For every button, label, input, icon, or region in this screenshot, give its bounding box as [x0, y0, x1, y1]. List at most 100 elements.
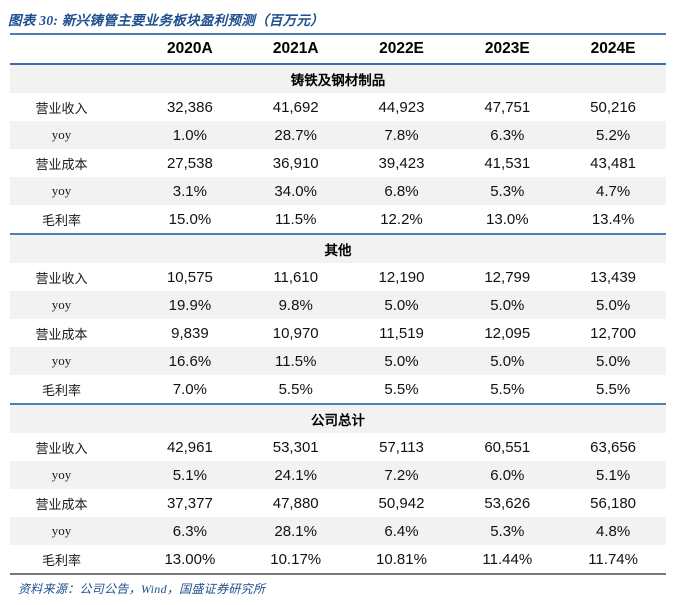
table-row: 营业成本 27,538 36,910 39,423 41,531 43,481 — [10, 149, 666, 177]
cell-value: 5.5% — [595, 380, 631, 398]
section-title: 公司总计 — [311, 413, 365, 428]
table-row: yoy 19.9% 9.8% 5.0% 5.0% 5.0% — [10, 291, 666, 319]
cell-value: 5.0% — [595, 352, 631, 370]
cell-value: 11,610 — [273, 268, 319, 286]
cell-value: 11.5% — [274, 352, 317, 370]
cell-value: 5.0% — [384, 296, 419, 314]
row-label: yoy — [51, 127, 72, 142]
cell-value: 1.0% — [172, 126, 207, 144]
cell-value: 13,439 — [590, 268, 637, 286]
year-column-header: 2020A — [167, 40, 213, 57]
cell-value: 3.1% — [172, 182, 207, 200]
table-row: 营业收入 42,961 53,301 57,113 60,551 63,656 — [10, 433, 666, 461]
year-column-header: 2021A — [272, 40, 319, 57]
table-row: 毛利率 15.0% 11.5% 12.2% 13.0% 13.4% — [10, 205, 666, 233]
cell-value: 11.5% — [274, 210, 317, 228]
cell-value: 5.0% — [490, 296, 525, 314]
cell-value: 6.3% — [172, 522, 207, 540]
cell-value: 5.0% — [384, 352, 419, 370]
section-header-row: 公司总计 — [10, 405, 666, 433]
cell-value: 7.0% — [172, 380, 207, 398]
cell-value: 12,190 — [378, 268, 425, 286]
cell-value: 5.5% — [384, 380, 419, 398]
cell-value: 37,377 — [166, 494, 213, 512]
cell-value: 53,301 — [272, 438, 319, 456]
cell-value: 13.00% — [164, 550, 216, 568]
section-header-row: 铸铁及钢材制品 — [10, 65, 666, 93]
cell-value: 15.0% — [168, 210, 212, 228]
cell-value: 6.8% — [384, 182, 419, 200]
cell-value: 19.9% — [168, 296, 212, 314]
cell-value: 5.0% — [595, 296, 631, 314]
cell-value: 60,551 — [484, 438, 531, 456]
cell-value: 11.74% — [588, 550, 638, 568]
table-row: yoy 5.1% 24.1% 7.2% 6.0% 5.1% — [10, 461, 666, 489]
cell-value: 50,942 — [378, 494, 425, 512]
table-row: yoy 6.3% 28.1% 6.4% 5.3% 4.8% — [10, 517, 666, 545]
table-row: yoy 3.1% 34.0% 6.8% 5.3% 4.7% — [10, 177, 666, 205]
section-title: 其他 — [324, 243, 352, 258]
cell-value: 43,481 — [590, 154, 637, 172]
table-row: yoy 1.0% 28.7% 7.8% 6.3% 5.2% — [10, 121, 666, 149]
cell-value: 32,386 — [166, 98, 213, 116]
section-header-row: 其他 — [10, 235, 666, 263]
table-row: 营业成本 37,377 47,880 50,942 53,626 56,180 — [10, 489, 666, 517]
row-label: yoy — [51, 353, 72, 368]
cell-value: 5.2% — [595, 126, 631, 144]
cell-value: 41,531 — [484, 154, 531, 172]
figure-title: 图表 30: 新兴铸管主要业务板块盈利预测（百万元） — [8, 13, 325, 28]
cell-value: 44,923 — [378, 98, 425, 116]
cell-value: 10,970 — [272, 324, 319, 342]
cell-value: 42,961 — [166, 438, 213, 456]
cell-value: 57,113 — [379, 438, 424, 456]
row-label: 营业成本 — [35, 326, 88, 342]
row-label: yoy — [51, 467, 72, 482]
cell-value: 5.5% — [490, 380, 525, 398]
section-divider-rule — [10, 233, 666, 235]
title-rule — [10, 33, 666, 35]
year-column-header: 2023E — [484, 40, 530, 57]
source-note: 资料来源：公司公告，Wind，国盛证券研究所 — [18, 582, 266, 596]
cell-value: 12,700 — [590, 324, 637, 342]
cell-value: 11,519 — [379, 324, 424, 342]
forecast-table: 2020A 2021A 2022E 2023E 2024E 铸铁及钢材制品 营业收入 32,… — [10, 33, 666, 575]
cell-value: 12,095 — [484, 324, 531, 342]
cell-value: 4.8% — [595, 522, 631, 540]
cell-value: 41,692 — [272, 98, 319, 116]
cell-value: 5.1% — [595, 466, 631, 484]
cell-value: 9.8% — [278, 296, 313, 314]
cell-value: 28.7% — [274, 126, 317, 144]
table-row: 营业收入 10,575 11,610 12,190 12,799 13,439 — [10, 263, 666, 291]
cell-value: 9,839 — [171, 324, 209, 342]
cell-value: 47,880 — [272, 494, 319, 512]
cell-value: 6.0% — [490, 466, 525, 484]
cell-value: 5.0% — [490, 352, 525, 370]
cell-value: 27,538 — [166, 154, 213, 172]
cell-value: 6.4% — [384, 522, 419, 540]
row-label: 营业成本 — [35, 156, 88, 172]
cell-value: 47,751 — [484, 98, 531, 116]
table-row: 营业收入 32,386 41,692 44,923 47,751 50,216 — [10, 93, 666, 121]
row-label: 毛利率 — [41, 382, 81, 398]
row-label: 毛利率 — [41, 552, 81, 568]
row-label: 营业收入 — [35, 100, 88, 116]
footer-rule — [10, 573, 666, 575]
cell-value: 10.17% — [270, 550, 322, 568]
cell-value: 10.81% — [376, 550, 427, 568]
cell-value: 7.8% — [384, 126, 419, 144]
cell-value: 5.5% — [278, 380, 313, 398]
cell-value: 56,180 — [590, 494, 637, 512]
cell-value: 10,575 — [166, 268, 213, 286]
year-column-header: 2022E — [379, 40, 424, 57]
table-row: 毛利率 7.0% 5.5% 5.5% 5.5% 5.5% — [10, 375, 666, 403]
cell-value: 24.1% — [274, 466, 317, 484]
year-header-row: 2020A 2021A 2022E 2023E 2024E — [10, 35, 666, 65]
cell-value: 13.0% — [486, 210, 529, 228]
cell-value: 50,216 — [590, 98, 637, 116]
section-title: 铸铁及钢材制品 — [290, 73, 386, 88]
cell-value: 34.0% — [274, 182, 317, 200]
cell-value: 11.44% — [482, 550, 533, 568]
cell-value: 5.3% — [490, 182, 525, 200]
cell-value: 39,423 — [378, 154, 425, 172]
